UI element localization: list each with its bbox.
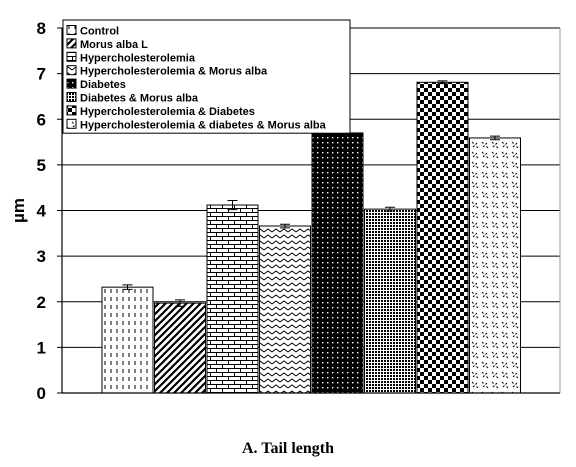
- y-tick-label: 2: [37, 293, 46, 312]
- legend-label: Hypercholesterolemia & Morus alba: [80, 66, 268, 78]
- y-tick-label: 5: [37, 156, 46, 175]
- y-tick-label: 8: [37, 19, 46, 38]
- legend-swatch: [66, 118, 77, 129]
- error-bar-8: [490, 135, 500, 141]
- bar-7: [416, 81, 469, 394]
- y-tick-label: 4: [37, 202, 47, 221]
- legend-box: [62, 19, 351, 134]
- bar-2: [154, 302, 206, 394]
- error-bar-7: [437, 80, 448, 85]
- error-bar-6: [385, 206, 395, 212]
- y-tick-label: 0: [37, 384, 46, 403]
- axes: 0 1 2 3 4 5 6 7 8 µm: [9, 19, 561, 403]
- bars: [101, 80, 521, 394]
- bar-4: [259, 225, 311, 394]
- bar-6: [364, 208, 416, 394]
- y-tick-label: 3: [37, 247, 46, 266]
- bar-3: [206, 204, 259, 394]
- legend-swatch: [66, 92, 77, 102]
- legend-swatch: [66, 25, 77, 35]
- legend-swatch: [66, 65, 77, 76]
- legend-swatch: [66, 51, 77, 62]
- error-bar-2: [175, 299, 185, 307]
- error-bar-3: [227, 199, 238, 211]
- legend-label: Hypercholesterolemia & diabetes & Morus …: [80, 119, 327, 131]
- legend-swatch: [66, 105, 77, 116]
- y-tick-label: 7: [37, 65, 46, 84]
- error-bar-1: [122, 284, 133, 290]
- error-bar-4: [280, 223, 290, 229]
- legend-swatch: [66, 78, 77, 89]
- y-tick-label: 1: [37, 338, 46, 357]
- legend-label: Hypercholesterolemia: [80, 52, 196, 64]
- legend-label: Hypercholesterolemia & Diabetes: [80, 106, 255, 118]
- legend-swatch: [66, 38, 77, 49]
- legend-label: Diabetes & Morus alba: [80, 93, 199, 105]
- y-axis-label: µm: [9, 198, 28, 223]
- bar-5: [311, 132, 364, 394]
- bar-1: [101, 286, 154, 394]
- legend-label: Morus alba L: [80, 39, 148, 51]
- chart-caption: A. Tail length: [241, 440, 335, 457]
- legend-label: Control: [80, 26, 119, 38]
- y-tick-label: 6: [37, 110, 46, 129]
- legend-label: Diabetes: [80, 79, 126, 91]
- bar-8: [469, 137, 521, 394]
